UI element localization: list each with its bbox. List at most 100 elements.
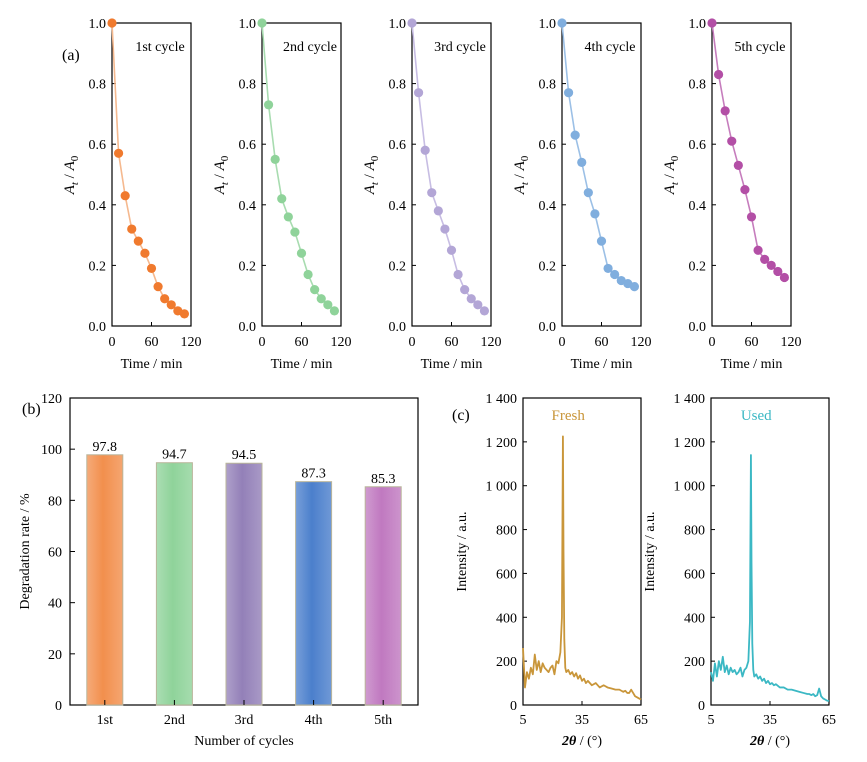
data-point	[473, 300, 483, 310]
data-point	[713, 69, 724, 80]
x-tick-label: 120	[781, 335, 802, 350]
y-tick-label: 1 400	[486, 392, 518, 407]
cycle-subplot-3: 0.0 0.2 0.4 0.6 0.8 1.0 0 60 120 3rd cycle Time / …	[362, 17, 502, 372]
data-point	[460, 285, 470, 295]
y-axis-label: At / A0	[362, 155, 381, 195]
cycle-subplot-1: 0.0 0.2 0.4 0.6 0.8 1.0 0 60 120 1st cycle Time / …	[62, 17, 202, 372]
data-point	[316, 294, 326, 304]
y-tick-label: 0.6	[239, 138, 257, 153]
data-point	[323, 300, 333, 310]
bar	[295, 481, 333, 706]
y-tick-label: 1.0	[239, 17, 257, 32]
y-tick-label: 1 200	[674, 436, 706, 451]
y-tick-label: 800	[496, 524, 517, 539]
data-point	[446, 245, 457, 255]
data-point	[753, 245, 763, 255]
x-tick-label: 0	[409, 335, 416, 350]
y-axis-label: At / A0	[62, 155, 81, 195]
x-tick-label: 60	[145, 335, 159, 350]
cycle-label: 5th cycle	[735, 40, 786, 55]
series-line	[710, 454, 830, 702]
bar	[155, 462, 193, 706]
bar-value-label: 85.3	[371, 472, 396, 487]
data-point	[590, 209, 600, 219]
data-point	[296, 248, 307, 258]
y-tick-label: 1.0	[539, 17, 557, 32]
y-tick-label: 0.4	[239, 199, 257, 214]
bar-value-label: 87.3	[301, 467, 326, 482]
y-tick-label: 0.4	[539, 199, 557, 214]
y-tick-label: 0.4	[389, 199, 407, 214]
bar	[86, 454, 124, 706]
cycle-subplot-5: 0.0 0.2 0.4 0.6 0.8 1.0 0 60 120 5th cycle Time / …	[662, 17, 802, 372]
y-tick-label: 0	[698, 699, 705, 714]
y-tick-label: 1 200	[486, 436, 518, 451]
panel-label-b: (b)	[22, 401, 41, 418]
data-point	[577, 157, 587, 167]
data-point	[440, 224, 450, 234]
x-tick-label: 120	[181, 335, 202, 350]
bar	[225, 462, 263, 706]
y-tick-label: 0.6	[539, 138, 557, 153]
y-tick-label: 0.8	[539, 78, 557, 93]
data-point	[583, 188, 593, 198]
y-tick-label: 400	[684, 611, 705, 626]
data-point	[310, 285, 320, 295]
cycle-subplot-2: 0.0 0.2 0.4 0.6 0.8 1.0 0 60 120 2nd cycle Time / …	[212, 17, 352, 372]
data-point	[433, 206, 443, 216]
y-tick-label: 1 000	[674, 480, 706, 495]
x-axis-label: Time / min	[271, 357, 333, 372]
y-tick-label: 400	[496, 611, 517, 626]
y-tick-label: 0.0	[89, 320, 107, 335]
y-tick-label: 0.2	[689, 259, 707, 274]
data-point	[707, 18, 717, 28]
data-point	[610, 269, 620, 280]
y-tick-label: 0.0	[389, 320, 407, 335]
plot-frame	[711, 22, 792, 327]
data-point	[277, 194, 287, 204]
y-tick-label: 1 400	[674, 392, 706, 407]
y-tick-label: 0.2	[539, 259, 557, 274]
x-tick-label: 60	[745, 335, 759, 350]
panel-label-a: (a)	[62, 47, 80, 64]
data-point	[727, 136, 737, 146]
data-point	[407, 18, 417, 28]
x-tick-label: 35	[763, 713, 777, 728]
series-line	[411, 22, 485, 312]
x-tick-label: 120	[631, 335, 652, 350]
plot-frame	[710, 397, 830, 706]
bar	[364, 486, 402, 706]
data-point	[746, 212, 757, 222]
y-tick-label: 200	[684, 655, 705, 670]
x-axis-label: Time / min	[421, 357, 483, 372]
y-tick-label: 0.6	[689, 138, 707, 153]
data-point	[160, 294, 170, 304]
y-tick-label: 0.0	[689, 320, 707, 335]
series-line	[711, 22, 785, 279]
y-tick-label: 0.2	[389, 259, 407, 274]
x-tick-label: 60	[445, 335, 459, 350]
x-tick-label: 0	[109, 335, 116, 350]
y-tick-label: 40	[48, 597, 62, 612]
y-tick-label: 0.2	[89, 259, 107, 274]
data-point	[283, 212, 293, 222]
y-tick-label: 0.8	[389, 78, 407, 93]
x-tick-label: 5	[520, 713, 527, 728]
x-axis-label: 2θ / (°)	[561, 734, 602, 749]
x-axis-label: Time / min	[571, 357, 633, 372]
data-point	[153, 282, 163, 292]
y-tick-label: 60	[48, 546, 62, 561]
x-tick-label: 5	[708, 713, 715, 728]
y-tick-label: 1 000	[486, 480, 518, 495]
plot-frame	[111, 22, 192, 327]
plot-frame	[411, 22, 492, 327]
y-tick-label: 600	[684, 567, 705, 582]
y-tick-label: 0.8	[689, 78, 707, 93]
y-tick-label: 100	[41, 443, 62, 458]
x-tick-label: 65	[822, 713, 836, 728]
data-point	[629, 282, 640, 292]
y-tick-label: 0	[55, 699, 62, 714]
y-tick-label: 1.0	[389, 17, 407, 32]
plot-frame	[522, 397, 642, 706]
